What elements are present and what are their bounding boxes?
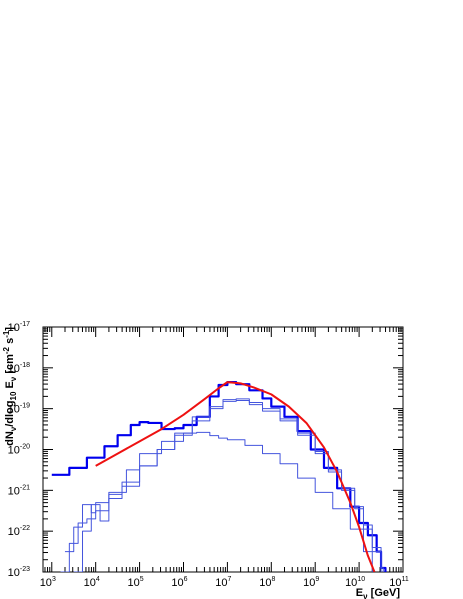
plot-frame (42, 326, 404, 573)
y-tick-label: 10-20 (8, 444, 30, 457)
x-tick-labels: 103 104 105 106 107 108 109 1010 1011 (40, 576, 409, 589)
y-tick-label: 10-18 (8, 362, 30, 375)
x-tick-label: 103 (40, 576, 56, 589)
series-1-line (51, 381, 387, 572)
y-tick-label: 10-19 (8, 403, 30, 416)
y-tick-label: 10-21 (8, 484, 30, 497)
y-tick-label: 10-17 (8, 321, 30, 334)
x-tick-label: 106 (171, 576, 187, 589)
x-tick-label: 1010 (345, 576, 365, 589)
series-4-line (73, 398, 384, 572)
x-tick-label: 105 (128, 576, 144, 589)
series-2-line (64, 431, 373, 572)
x-tick-label: 107 (215, 576, 231, 589)
y-tick-labels: 10-23 10-22 10-21 10-20 10-19 10-18 10-17 (8, 321, 30, 579)
x-tick-label: 104 (84, 576, 100, 589)
x-axis-title: Eν [GeV] (356, 587, 401, 599)
x-tick-label: 1011 (389, 576, 409, 589)
y-tick-label: 10-22 (8, 525, 30, 538)
series-5-line (95, 381, 376, 572)
series-3-line (60, 400, 382, 572)
y-tick-label: 10-23 (8, 566, 30, 579)
y-axis-title: dNν/dlog10 Eν [cm-2 s-1] (2, 327, 18, 446)
x-tick-label: 108 (259, 576, 275, 589)
series-layer (51, 381, 387, 572)
axis-ticks (43, 326, 404, 573)
x-tick-label: 109 (303, 576, 319, 589)
